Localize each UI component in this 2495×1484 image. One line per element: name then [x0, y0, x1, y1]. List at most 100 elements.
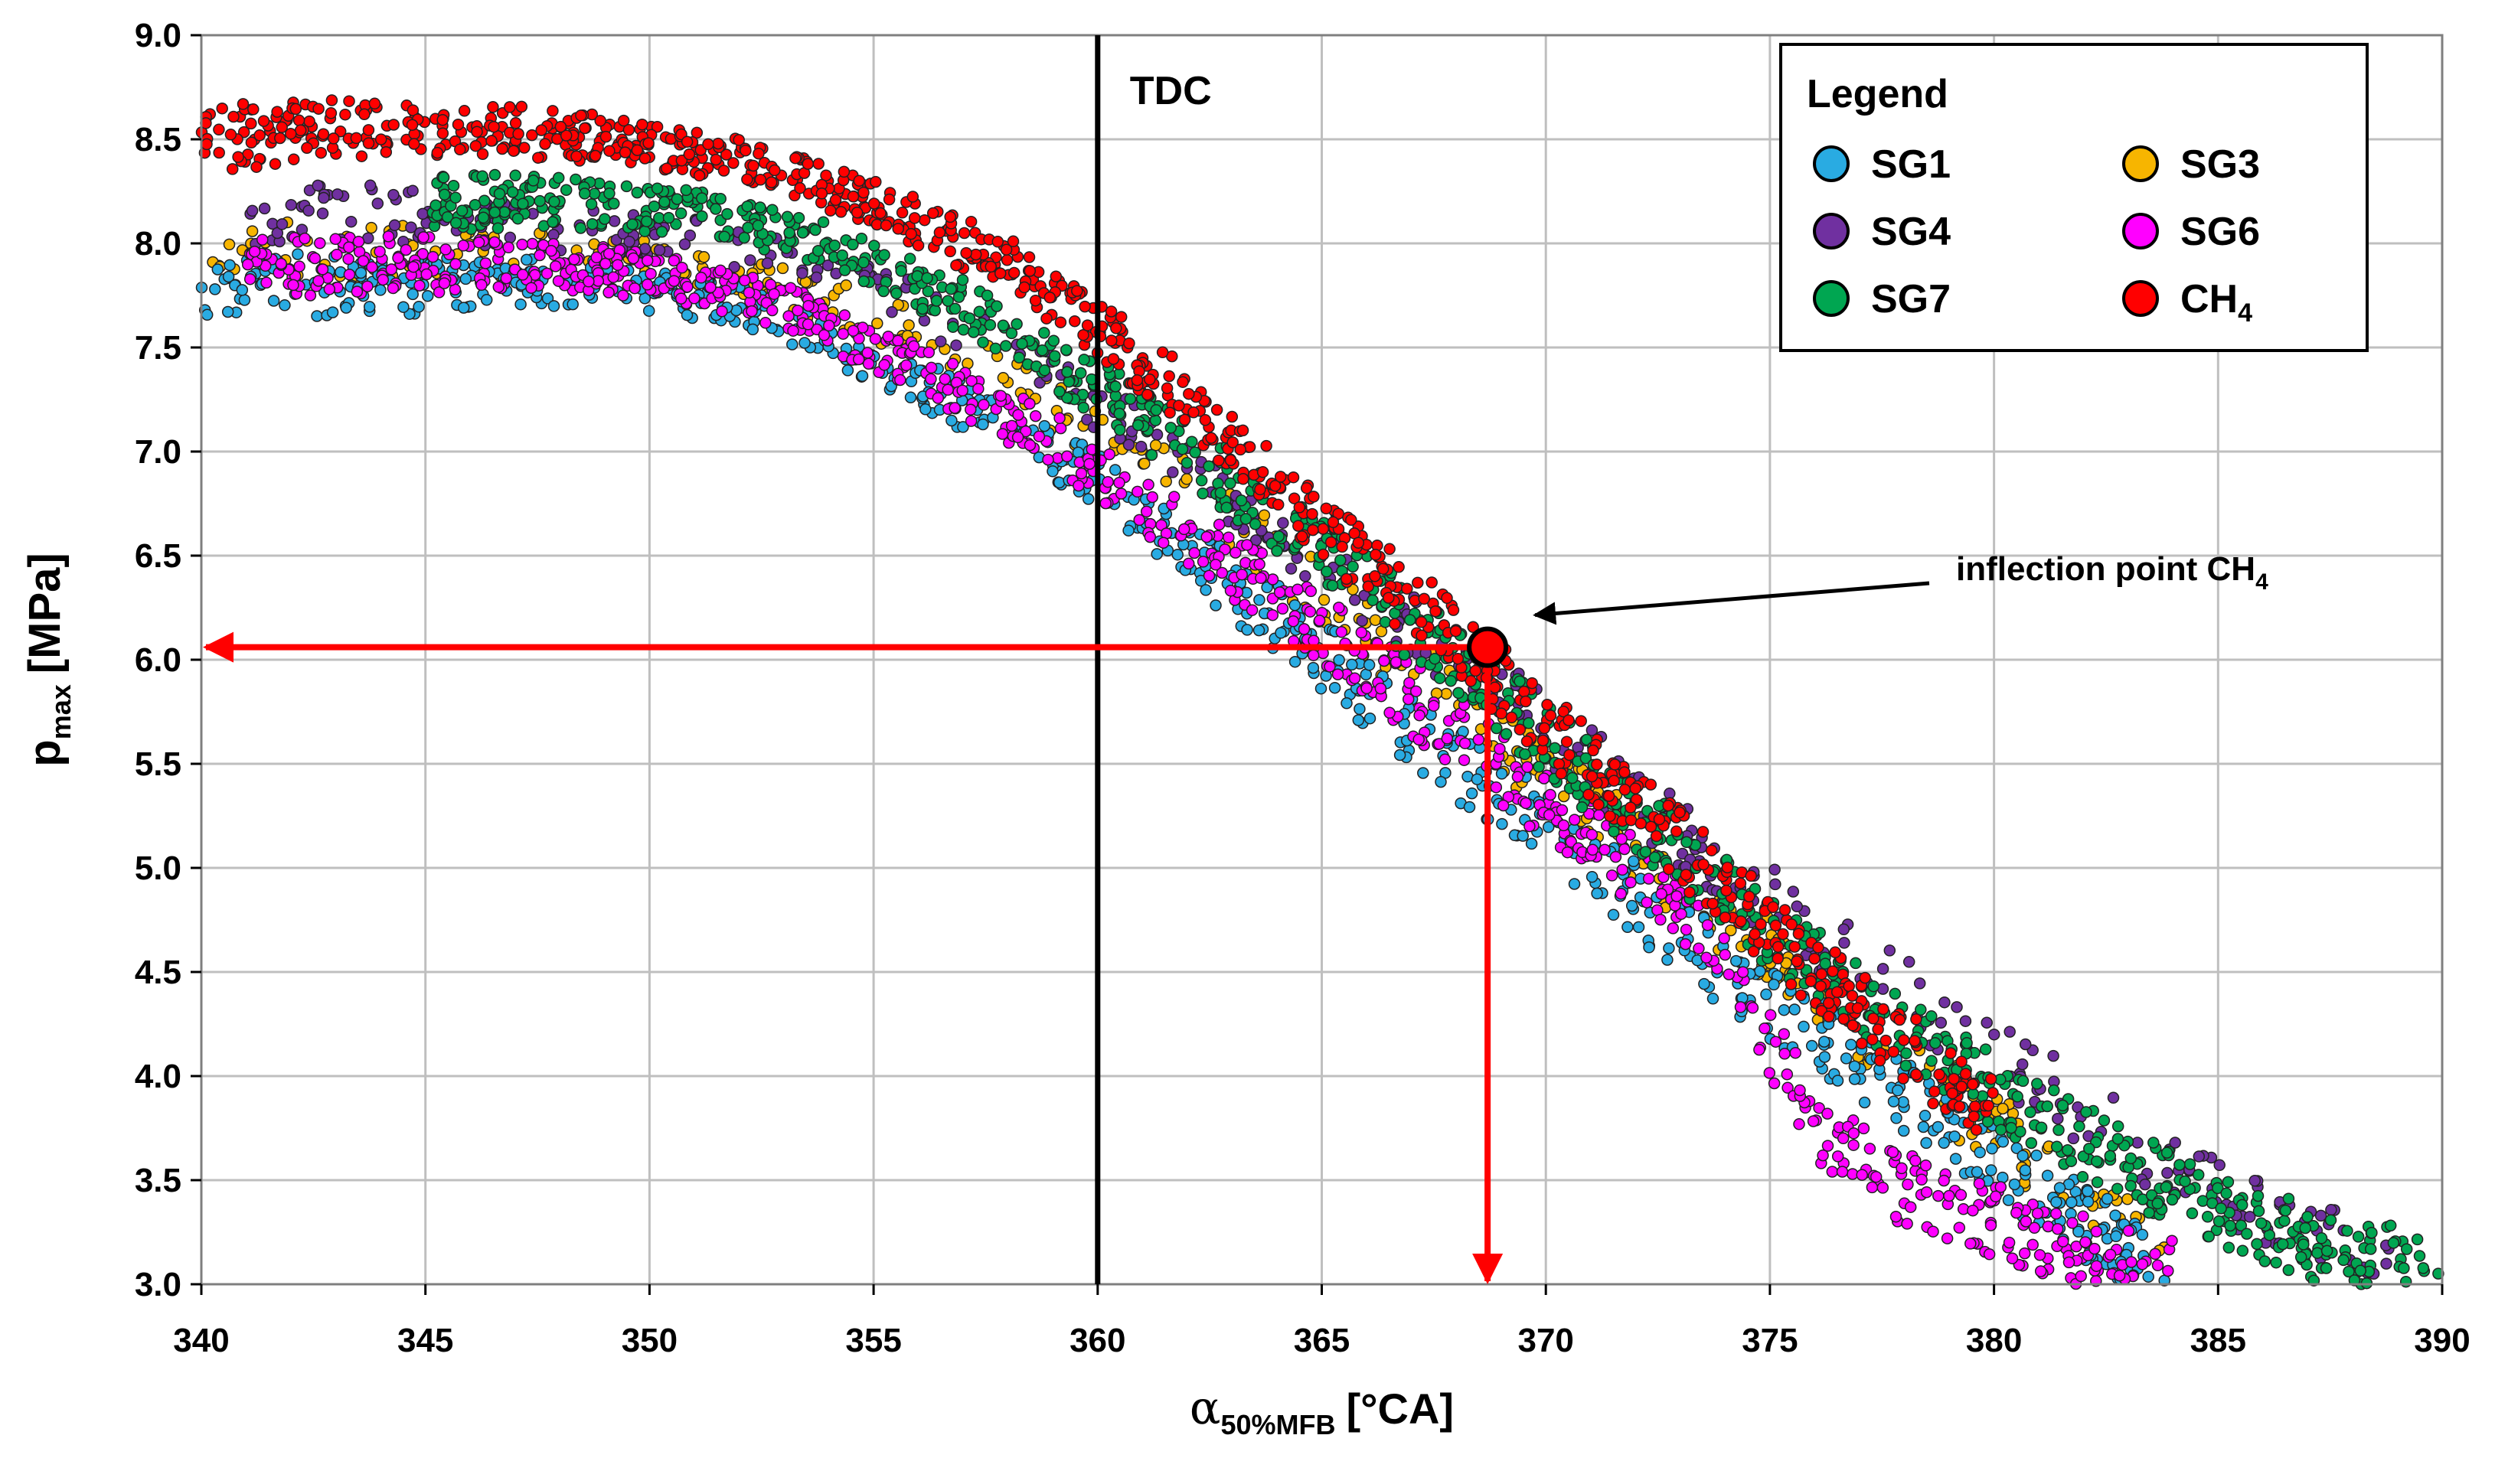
data-point [2276, 1238, 2289, 1251]
data-point [1788, 941, 1801, 953]
data-point [1288, 492, 1301, 504]
data-point [1164, 406, 1176, 419]
data-point [1205, 432, 1217, 444]
data-point [1415, 616, 1428, 628]
data-point [1523, 717, 1535, 729]
y-tick-label: 7.0 [135, 433, 181, 471]
data-point [1347, 560, 1359, 573]
data-point [500, 272, 513, 285]
data-point [488, 120, 500, 133]
data-point [981, 289, 994, 302]
data-point [821, 259, 834, 272]
data-point [1199, 414, 1212, 426]
data-point [488, 168, 501, 181]
data-point [1763, 1067, 1776, 1079]
data-point [2082, 1185, 2094, 1198]
data-point [1144, 373, 1156, 386]
data-point [683, 148, 696, 161]
data-point [509, 169, 521, 182]
data-point [236, 284, 249, 296]
data-point [2278, 1215, 2291, 1227]
data-point [1272, 530, 1285, 543]
data-point [1138, 457, 1151, 470]
data-point [1292, 520, 1305, 532]
data-point [603, 286, 615, 298]
data-point [640, 215, 653, 227]
data-point [1608, 758, 1621, 771]
data-point [796, 227, 809, 239]
data-point [1634, 817, 1648, 830]
data-point [878, 359, 890, 371]
data-point [1376, 563, 1390, 576]
data-point [1538, 722, 1551, 735]
data-point [1867, 980, 1880, 993]
data-point [852, 353, 865, 366]
data-point [1653, 813, 1666, 826]
data-point [302, 204, 315, 217]
data-point [2162, 1264, 2174, 1277]
data-point [1663, 942, 1675, 954]
data-point [476, 148, 489, 161]
data-point [769, 164, 781, 177]
data-point [459, 272, 472, 285]
data-point [267, 295, 280, 307]
data-point [896, 207, 909, 219]
data-point [224, 259, 236, 272]
data-point [526, 129, 538, 142]
y-tick-label: 3.5 [135, 1162, 181, 1199]
data-point [1661, 954, 1674, 966]
data-point [417, 231, 429, 243]
data-point [1643, 941, 1655, 954]
data-point [2111, 1133, 2124, 1145]
data-point [1721, 861, 1734, 874]
data-point [1287, 615, 1300, 628]
data-point [1063, 376, 1076, 388]
data-point [1795, 989, 1808, 1002]
data-point [2315, 1232, 2328, 1244]
data-point [1754, 965, 1766, 977]
data-point [2113, 1269, 2126, 1282]
data-point [2325, 1204, 2337, 1216]
data-point [1249, 518, 1262, 530]
data-point [599, 213, 611, 225]
data-point [2324, 1214, 2337, 1226]
legend-label-sg6: SG6 [2180, 210, 2260, 254]
data-point [991, 300, 1003, 312]
data-point [1819, 957, 1831, 970]
data-point [1592, 809, 1605, 821]
data-point [549, 260, 562, 272]
data-point [315, 146, 328, 159]
data-point [829, 194, 842, 207]
data-point [912, 239, 925, 252]
data-point [599, 130, 612, 143]
tdc-label: TDC [1130, 69, 1212, 113]
data-point [691, 126, 704, 139]
data-point [362, 124, 375, 136]
data-point [1082, 493, 1095, 505]
data-point [1785, 918, 1798, 931]
data-point [224, 129, 237, 141]
data-point [1467, 621, 1479, 634]
data-point [1772, 941, 1785, 953]
data-point [851, 206, 864, 219]
data-point [1317, 548, 1330, 561]
data-point [392, 252, 404, 264]
data-point [1847, 1139, 1860, 1151]
data-point [527, 174, 540, 187]
data-point [818, 329, 831, 341]
data-point [1425, 576, 1438, 589]
data-point [1896, 1162, 1908, 1175]
data-point [1893, 1013, 1906, 1026]
data-point [721, 207, 733, 220]
data-point [491, 222, 505, 235]
data-point [1873, 1055, 1886, 1067]
data-point [894, 373, 906, 386]
data-point [1061, 392, 1073, 404]
x-tick-label: 390 [2414, 1322, 2470, 1359]
data-point [925, 361, 938, 374]
data-point [929, 304, 942, 317]
data-point [1847, 1019, 1859, 1032]
data-point [1683, 886, 1696, 899]
data-point [247, 103, 260, 116]
data-point [1827, 965, 1839, 977]
